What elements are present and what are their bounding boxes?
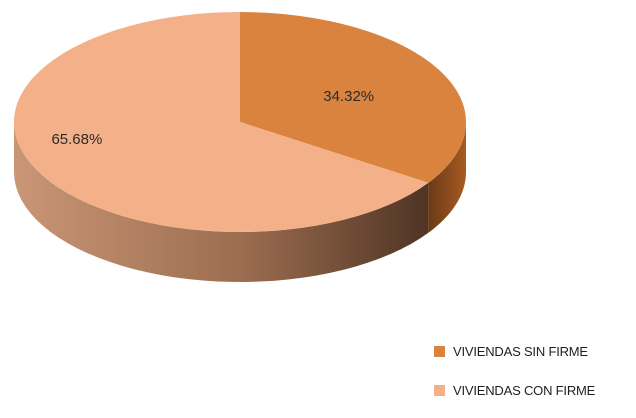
data-label-sin-firme: 34.32% <box>323 88 374 105</box>
legend-item-sin-firme: VIVIENDAS SIN FIRME <box>434 340 634 362</box>
legend-item-con-firme: VIVIENDAS CON FIRME <box>434 379 634 401</box>
legend-label-con-firme: VIVIENDAS CON FIRME <box>453 382 596 398</box>
legend-swatch-sin-firme <box>434 345 445 357</box>
legend-label-sin-firme: VIVIENDAS SIN FIRME <box>453 343 588 359</box>
pie-chart: 34.32% 65.68% VIVIENDAS SIN FIRME VIVIEND… <box>14 12 595 398</box>
pie-slice-con-firme <box>14 12 429 232</box>
data-label-con-firme: 65.68% <box>51 131 102 148</box>
pie-side-con-firme <box>14 122 429 282</box>
pie-chart-svg: 34.32% 65.68% <box>14 12 467 282</box>
legend: VIVIENDAS SIN FIRME VIVIENDAS CON FIRME <box>434 340 634 418</box>
pie-slice-sin-firme <box>240 12 467 183</box>
pie-side-sin-firme <box>428 122 466 233</box>
legend-swatch-con-firme <box>434 384 445 396</box>
